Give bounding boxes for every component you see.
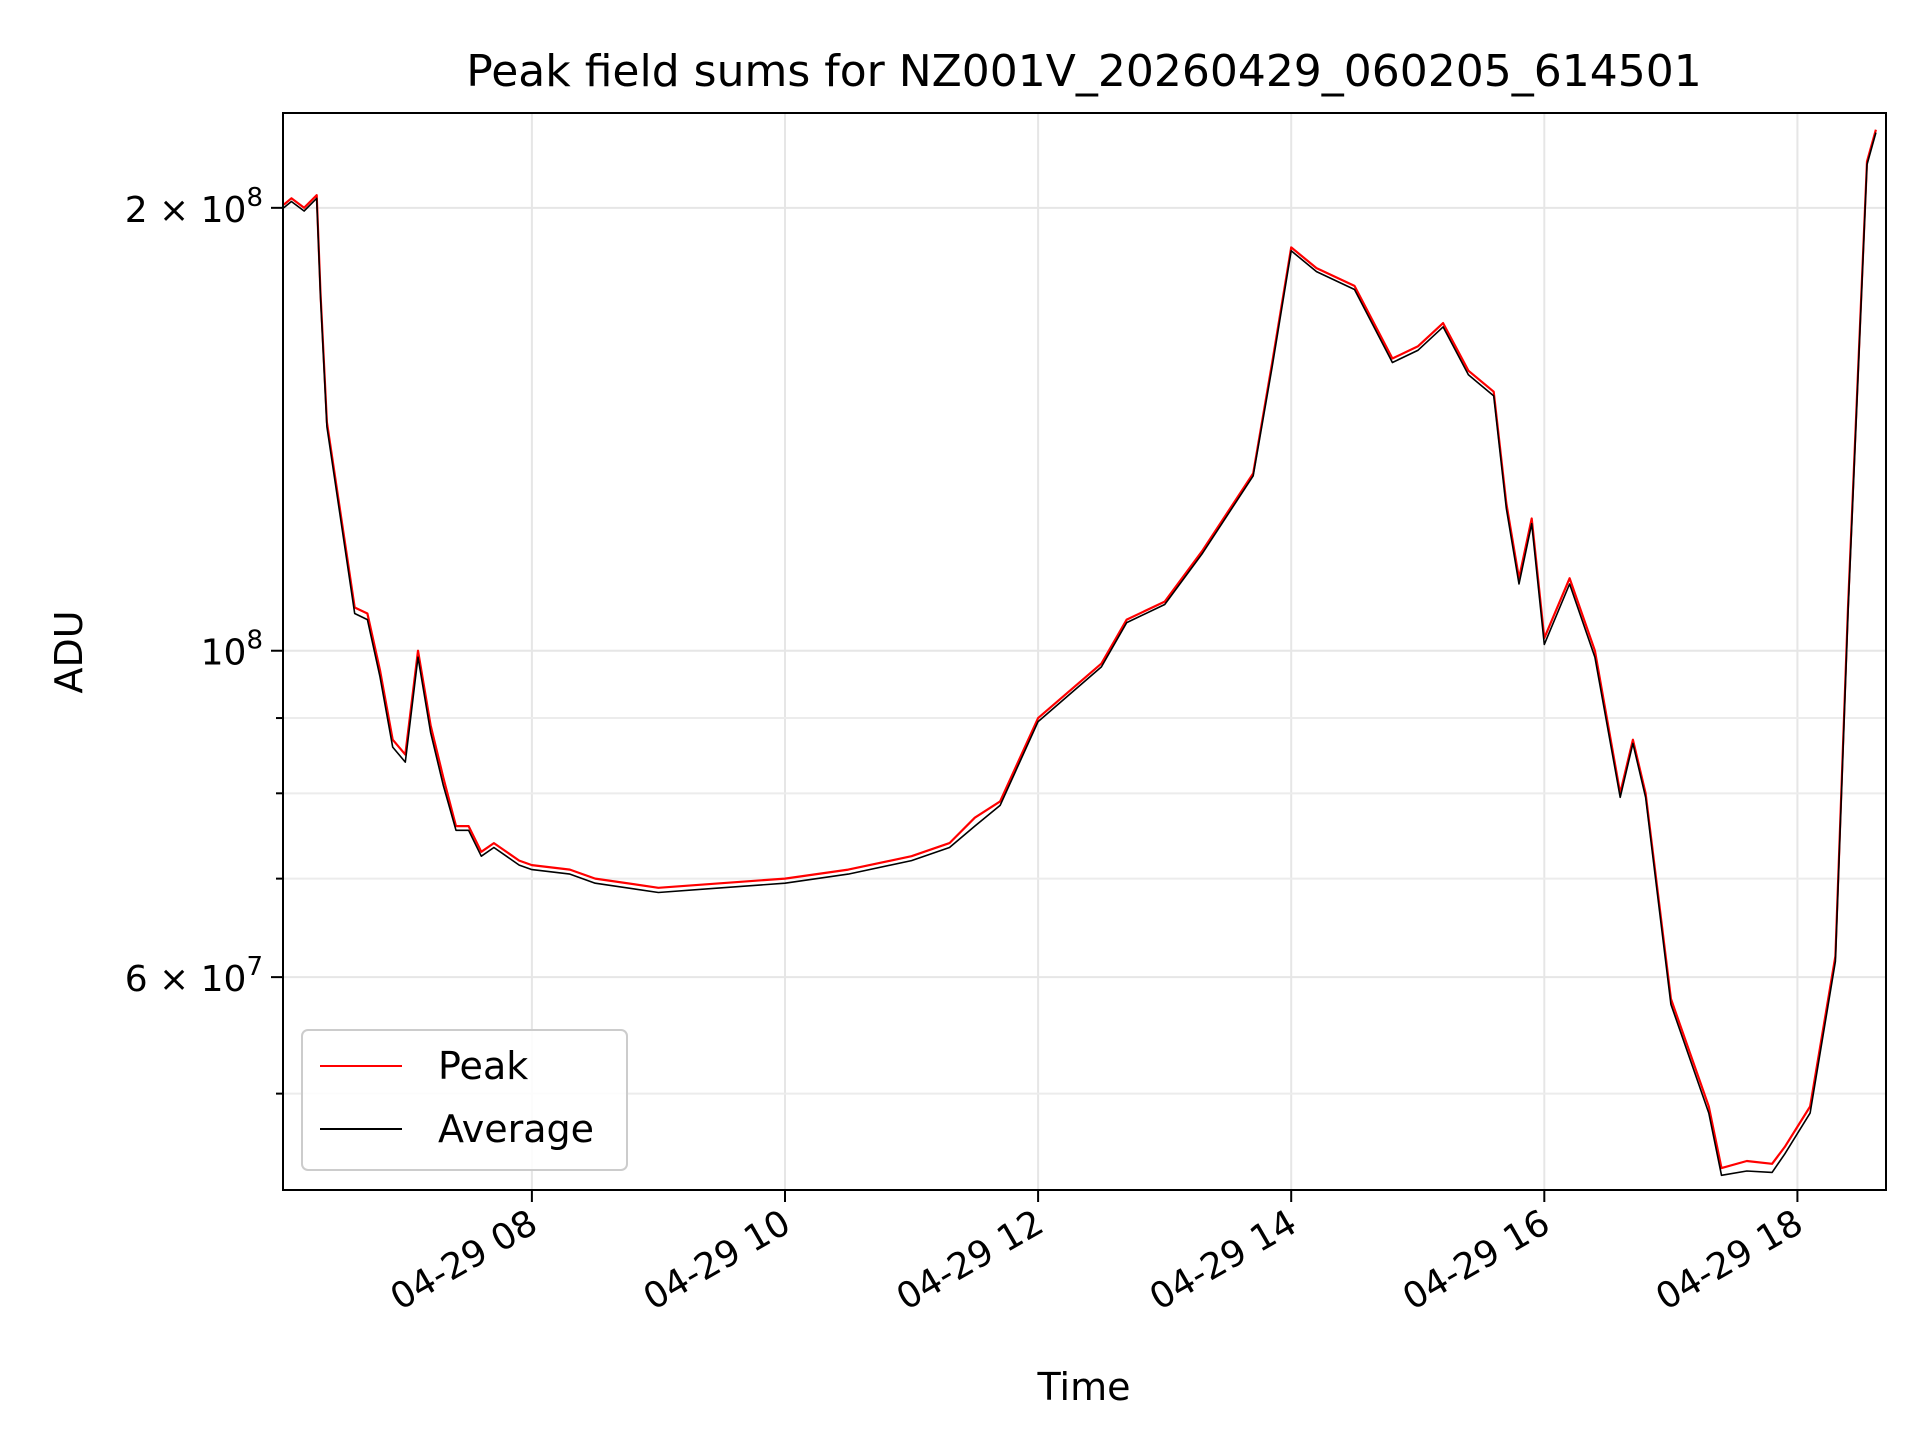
legend-label-peak: Peak — [438, 1044, 528, 1088]
legend: Peak Average — [301, 1029, 628, 1171]
y-tick-label-0: 6 × 107 — [125, 952, 263, 1000]
chart-title: Peak field sums for NZ001V_20260429_0602… — [466, 46, 1701, 97]
y-axis: 6 × 107 108 2 × 108 — [125, 183, 283, 1095]
y-tick-label-1: 108 — [201, 626, 263, 674]
series-line-average — [283, 132, 1877, 1177]
grid — [283, 113, 1886, 1190]
series-layer — [283, 129, 1877, 1177]
y-axis-label: ADU — [47, 610, 91, 693]
y-tick-label-2: 2 × 108 — [125, 183, 263, 231]
legend-label-average: Average — [438, 1107, 594, 1151]
x-axis-label: Time — [1037, 1365, 1131, 1409]
